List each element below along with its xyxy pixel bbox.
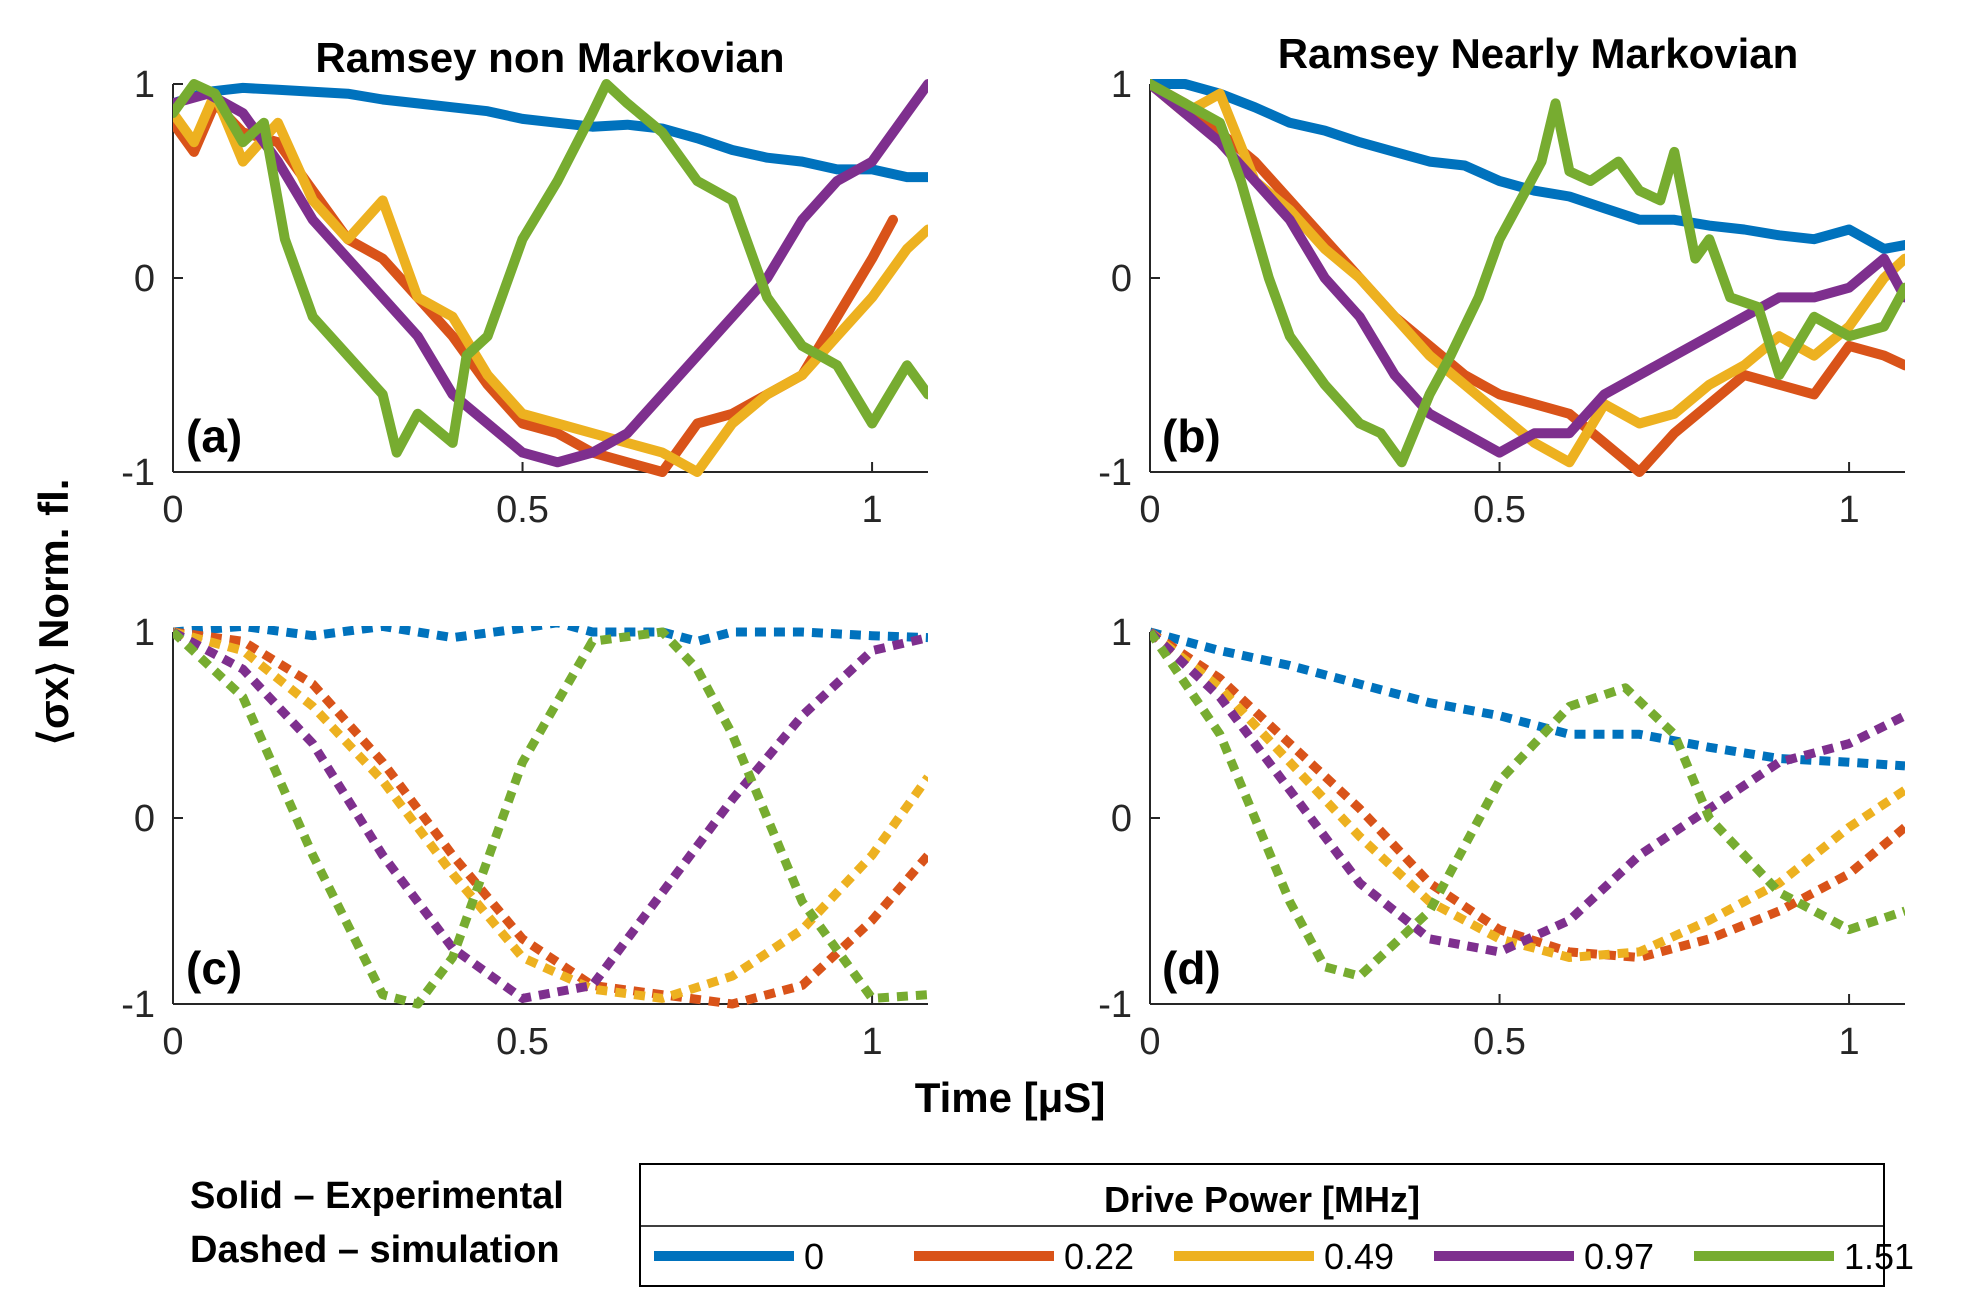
- series-line-0p49: [173, 88, 928, 477]
- y-tick-label: -1: [121, 984, 155, 1026]
- series-line-1p51: [173, 627, 928, 1009]
- legend-title: Drive Power [MHz]: [1104, 1179, 1420, 1220]
- panel-label: (b): [1162, 410, 1221, 462]
- y-tick-label: 0: [1111, 258, 1132, 300]
- y-tick-label: -1: [121, 452, 155, 494]
- y-tick-label: 0: [134, 258, 155, 300]
- legend-frame: [639, 1163, 1885, 1287]
- x-tick-label: 1: [1839, 1021, 1860, 1063]
- legend-entry: 0.97: [1434, 1236, 1654, 1277]
- note-solid: Solid – Experimental: [190, 1175, 564, 1217]
- series-line-1p51: [1150, 629, 1905, 981]
- series-line-0: [1150, 627, 1905, 771]
- y-tick-label: 1: [134, 64, 155, 106]
- series-line-0: [173, 626, 928, 646]
- legend-label: 0: [804, 1236, 824, 1277]
- panel-c: 0 0.5 1-101(c): [121, 612, 928, 1063]
- x-tick-label: 0.5: [496, 489, 549, 531]
- panel-title: Ramsey non Markovian: [315, 34, 784, 81]
- series-line-0p97: [1150, 79, 1905, 458]
- series-line-1p51: [173, 79, 928, 458]
- y-tick-label: 1: [1111, 612, 1132, 654]
- series-line-0p22: [1150, 628, 1905, 962]
- series-line-0p97: [173, 628, 928, 1003]
- legend-label: 0.97: [1584, 1236, 1654, 1277]
- panel-label: (d): [1162, 942, 1221, 994]
- series-line-0p97: [173, 79, 928, 468]
- legend-label: 1.51: [1844, 1236, 1914, 1277]
- legend-entry: 0.49: [1174, 1236, 1394, 1277]
- panel-d: 0 0.5 1-101(d): [1098, 612, 1905, 1063]
- x-tick-label: 1: [1839, 489, 1860, 531]
- y-axis-label: ⟨σx⟩ Norm. fl.: [30, 479, 77, 746]
- x-tick-label: 1: [862, 489, 883, 531]
- series-line-0: [173, 82, 928, 183]
- series-line-0p97: [1150, 628, 1905, 957]
- x-tick-label: 0: [1139, 489, 1160, 531]
- series-line-0p49: [1150, 628, 1905, 962]
- panel-label: (c): [186, 942, 242, 994]
- legend-entries: 0 0.22 0.49 0.97 1.51: [654, 1236, 1914, 1277]
- x-tick-label: 0: [1139, 1021, 1160, 1063]
- legend-label: 0.49: [1324, 1236, 1394, 1277]
- series-group: [1150, 627, 1905, 981]
- y-tick-label: 1: [134, 612, 155, 654]
- x-tick-label: 0: [162, 489, 183, 531]
- x-tick-label: 0: [162, 1021, 183, 1063]
- y-tick-label: -1: [1098, 984, 1132, 1026]
- x-tick-label: 0.5: [1473, 489, 1526, 531]
- series-line-0: [1150, 79, 1905, 254]
- series-line-0p49: [173, 627, 928, 1003]
- legend-entry: 0: [654, 1236, 824, 1277]
- legend: Drive Power [MHz] 0 0.22 0.49 0.97 1.51: [639, 1163, 1914, 1287]
- panel-title: Ramsey Nearly Markovian: [1278, 30, 1799, 77]
- series-group: [173, 79, 928, 477]
- note-dashed: Dashed – simulation: [190, 1229, 560, 1271]
- series-line-0p22: [1150, 79, 1905, 477]
- y-tick-label: -1: [1098, 452, 1132, 494]
- series-line-1p51: [1150, 79, 1905, 468]
- x-tick-label: 1: [862, 1021, 883, 1063]
- y-tick-label: 1: [1111, 64, 1132, 106]
- y-tick-label: 0: [1111, 798, 1132, 840]
- legend-entry: 1.51: [1694, 1236, 1914, 1277]
- series-group: [1150, 79, 1905, 477]
- legend-label: 0.22: [1064, 1236, 1134, 1277]
- series-line-0p22: [173, 627, 928, 1009]
- legend-entry: 0.22: [914, 1236, 1134, 1277]
- x-tick-label: 0.5: [1473, 1021, 1526, 1063]
- x-axis-label: Time [μS]: [915, 1074, 1106, 1121]
- x-tick-label: 0.5: [496, 1021, 549, 1063]
- panel-label: (a): [186, 410, 242, 462]
- y-tick-label: 0: [134, 798, 155, 840]
- series-group: [173, 626, 928, 1009]
